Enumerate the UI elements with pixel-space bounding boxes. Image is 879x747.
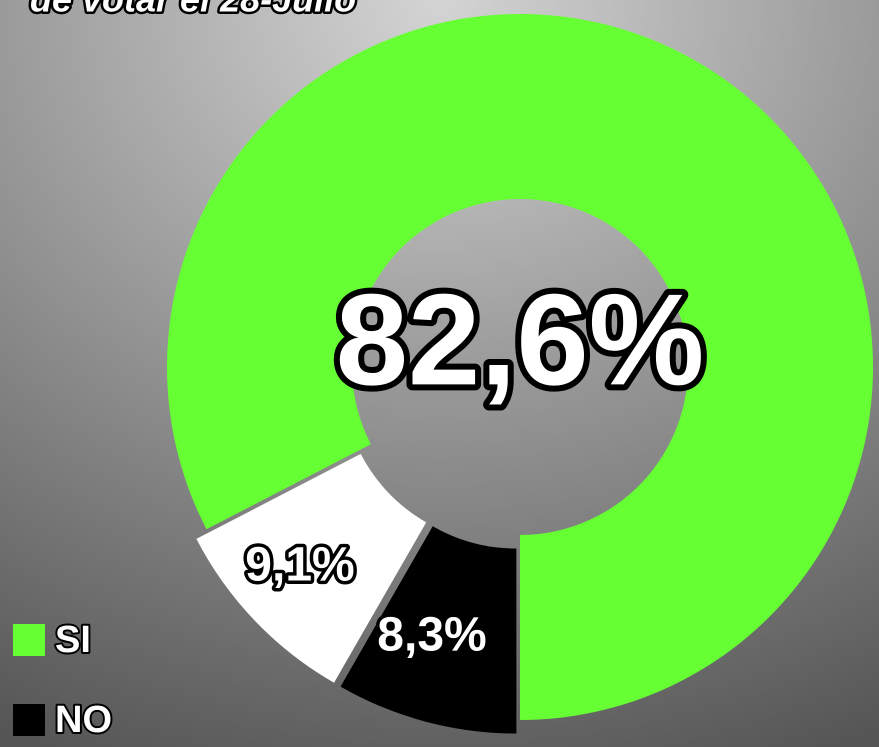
legend-label: NO — [55, 699, 112, 741]
value-label: 82,6% — [336, 266, 705, 412]
legend-label: SI — [55, 619, 91, 661]
value-label: 8,3% — [377, 609, 486, 662]
value-label: 9,1% — [245, 539, 354, 592]
donut-slice — [196, 453, 427, 683]
legend-swatch — [13, 624, 45, 656]
legend-swatch — [13, 704, 45, 736]
chart-title: de votar el 28-Julio — [30, 0, 356, 20]
donut-slice — [166, 13, 873, 720]
donut-slice — [340, 526, 517, 734]
